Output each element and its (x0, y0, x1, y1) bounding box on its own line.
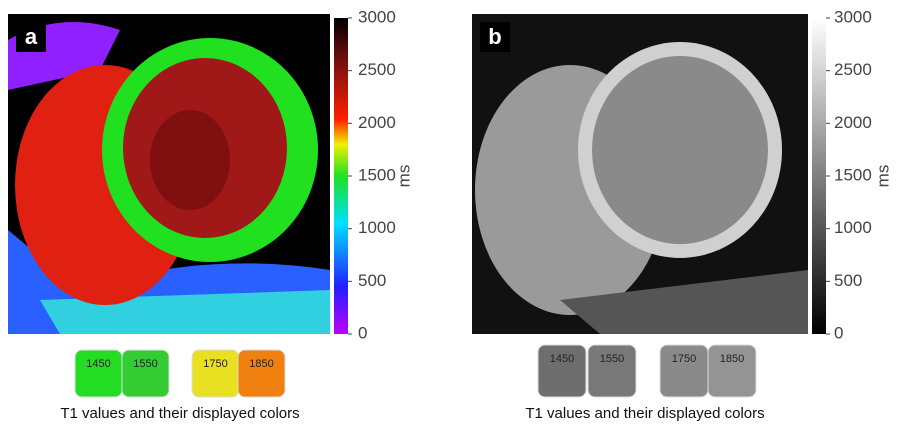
figure: a b 0 500 1000 1500 2000 2500 3000 ms 1450 1550 17… (0, 0, 900, 429)
swatch-label: 1850 (720, 353, 744, 365)
tick-label: 500 (834, 271, 862, 290)
tick-label: 2500 (834, 60, 872, 79)
tick-label: 0 (358, 323, 367, 342)
tick-label: 1000 (834, 218, 872, 237)
swatch-label: 1850 (249, 358, 273, 370)
tick-label: 3000 (834, 7, 872, 26)
swatch-label: 1550 (600, 353, 624, 365)
swatch-label: 1550 (133, 358, 157, 370)
caption: T1 values and their displayed colors (525, 405, 764, 422)
t1-map-image: a (8, 14, 330, 334)
panel-label: b (488, 24, 501, 49)
tick-label: 2500 (358, 60, 396, 79)
tick-label: 500 (358, 271, 386, 290)
tick-label: 2000 (834, 113, 872, 132)
tick-label: 1000 (358, 218, 396, 237)
grayscale-image: b (472, 14, 808, 334)
swatch-label: 1450 (86, 358, 110, 370)
tick-label: 1500 (358, 165, 396, 184)
tick-label: 0 (834, 323, 843, 342)
unit-label: ms (394, 165, 413, 188)
swatch-label: 1750 (672, 353, 696, 365)
colorbar (334, 18, 348, 334)
swatch-label: 1750 (203, 358, 227, 370)
tick-label: 3000 (358, 7, 396, 26)
caption: T1 values and their displayed colors (60, 405, 299, 422)
panel-label: a (25, 24, 38, 49)
tick-label: 2000 (358, 113, 396, 132)
colorbar (812, 18, 826, 334)
tick-label: 1500 (834, 165, 872, 184)
unit-label: ms (873, 165, 892, 188)
swatch-label: 1450 (550, 353, 574, 365)
